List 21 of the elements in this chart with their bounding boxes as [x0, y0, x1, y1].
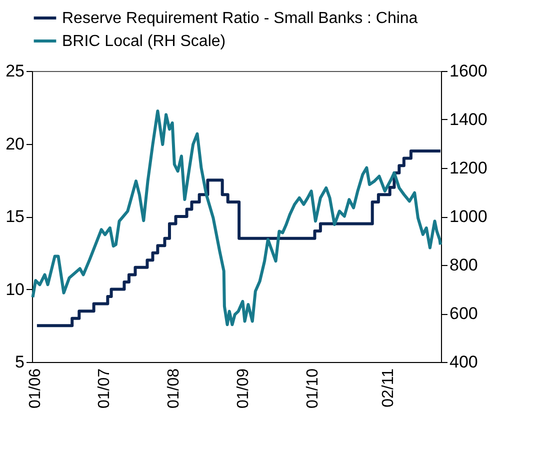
y2-tick-label: 1000	[450, 207, 488, 226]
y2-tick-label: 1200	[450, 158, 488, 178]
y-tick-label: 10	[6, 280, 24, 299]
y-tick-label: 20	[6, 134, 24, 154]
y2-tick-label: 1400	[450, 110, 488, 129]
y2-tick-label: 1600	[450, 62, 488, 80]
y2-tick-label: 400	[450, 352, 478, 372]
x-tick-label: 01/09	[235, 368, 252, 409]
x-tick-label: 01/10	[304, 368, 322, 409]
x-tick-label: 01/07	[96, 368, 114, 409]
y-tick-label: 15	[6, 207, 24, 226]
x-tick-label: 01/06	[26, 368, 44, 409]
y2-tick-label: 600	[450, 304, 478, 323]
y-tick-label: 25	[6, 62, 24, 80]
y2-tick-label: 800	[450, 256, 478, 274]
legend-label: BRIC Local (RH Scale)	[62, 33, 226, 50]
legend-label: Reserve Requirement Ratio - Small Banks : China	[62, 10, 418, 27]
line-series	[31, 110, 442, 326]
y-tick-label: 5	[15, 352, 24, 372]
x-tick-label: 01/08	[166, 368, 183, 409]
x-tick-label: 02/11	[380, 368, 397, 408]
